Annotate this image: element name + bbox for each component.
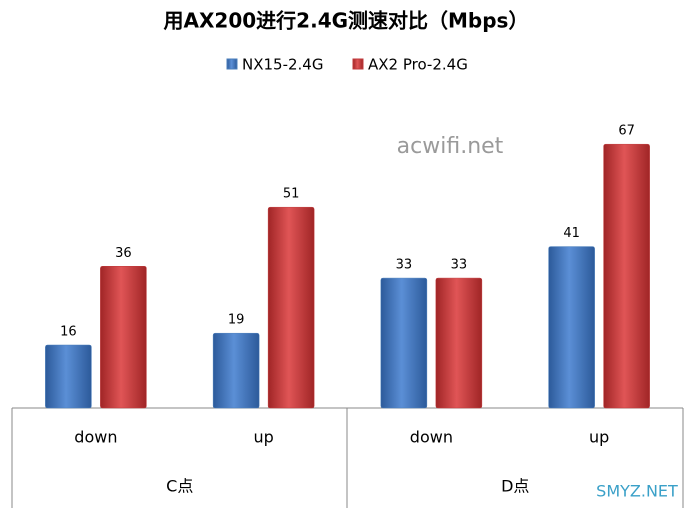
x-tick-label: up [253, 428, 273, 447]
data-label: 33 [451, 258, 468, 273]
data-label: 33 [396, 258, 413, 273]
x-tick-label: down [410, 428, 453, 447]
group-label: D点 [501, 477, 529, 496]
legend-label: NX15-2.4G [242, 56, 323, 74]
legend-marker [352, 58, 364, 70]
data-label: 41 [563, 226, 580, 241]
bar [45, 344, 92, 409]
bar [603, 143, 650, 409]
data-label: 67 [618, 124, 635, 139]
x-tick-label: down [74, 428, 117, 447]
bar [380, 277, 428, 409]
watermark: acwifi.net [397, 134, 504, 159]
bar [100, 266, 147, 409]
watermark: SMYZ.NET [596, 482, 678, 501]
data-label: 36 [115, 246, 132, 261]
chart-title: 用AX200进行2.4G测速对比（Mbps） [164, 9, 529, 33]
data-label: 19 [228, 313, 245, 328]
bar [548, 246, 595, 409]
group-label: C点 [166, 477, 193, 496]
x-tick-label: up [589, 428, 609, 447]
bar [267, 206, 315, 409]
data-label: 16 [60, 325, 77, 340]
category-frame [11, 407, 684, 508]
legend-marker [226, 58, 238, 70]
bar [435, 277, 483, 409]
legend-label: AX2 Pro-2.4G [368, 56, 468, 74]
data-label: 51 [283, 187, 300, 202]
bar [212, 332, 260, 409]
